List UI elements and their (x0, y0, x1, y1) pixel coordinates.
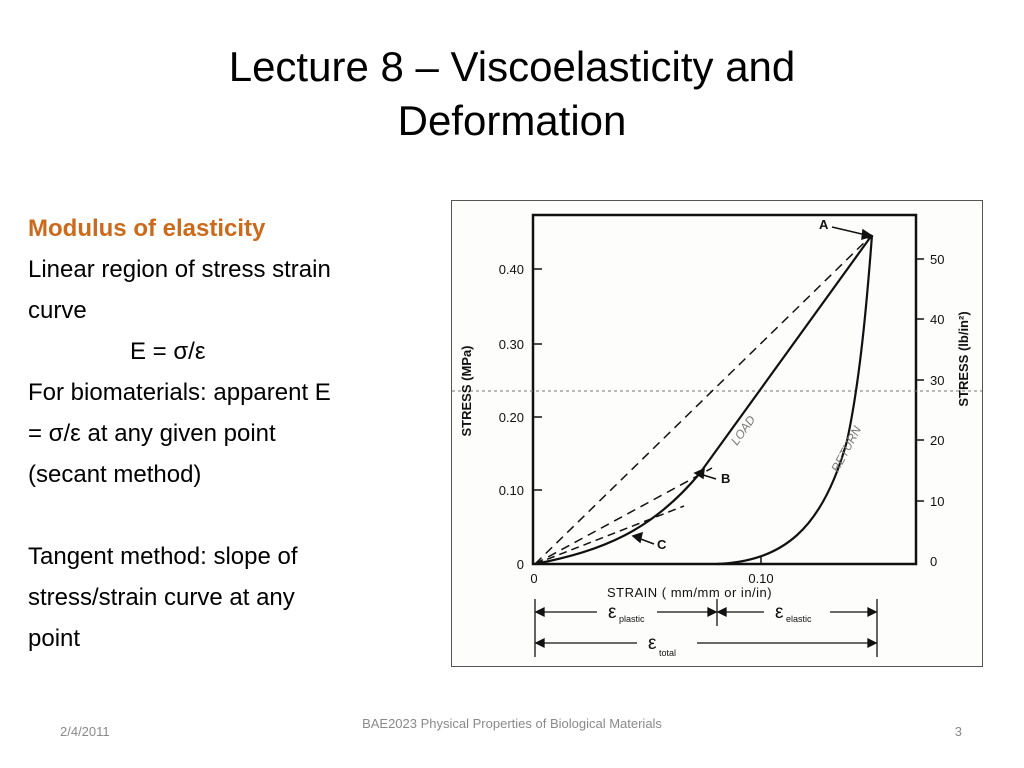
right-tick-label: 20 (930, 433, 944, 448)
strain-symbol: ε (648, 633, 657, 654)
point-label-b: B (721, 471, 730, 486)
section-heading: Modulus of elasticity (28, 215, 266, 242)
right-tick-label: 30 (930, 373, 944, 388)
right-tick-label: 50 (930, 252, 944, 267)
body-line: (secant method) (28, 461, 202, 488)
body-line: = σ/ε at any given point (28, 420, 276, 447)
tangent-line-c (534, 505, 685, 565)
x-axis-label: STRAIN ( mm/mm or in/in) (607, 585, 772, 600)
strain-subscript: elastic (786, 614, 812, 624)
stress-strain-figure: 0.40 0.30 0.20 0.10 0 50 40 30 20 10 0 0… (451, 200, 983, 667)
body-line: curve (28, 297, 87, 324)
right-tick-label: 10 (930, 494, 944, 509)
footer-page-number: 3 (954, 724, 962, 739)
secant-line-b (534, 467, 713, 565)
left-tick-label: 0.30 (499, 337, 524, 352)
plot-frame (531, 213, 918, 566)
point-label-a: A (819, 217, 829, 232)
x-tick-label: 0.10 (748, 571, 773, 586)
load-curve (534, 234, 873, 566)
right-axis-label: STRESS (lb/in²) (956, 311, 971, 406)
load-label: LOAD (728, 413, 758, 448)
right-tick-label: 40 (930, 312, 944, 327)
left-tick-label: 0.40 (499, 262, 524, 277)
formula: E = σ/ε (130, 338, 206, 365)
return-label: RETURN (828, 423, 864, 474)
left-axis-label: STRESS (MPa) (459, 345, 474, 436)
left-tick-label: 0 (517, 557, 524, 572)
body-line: stress/strain curve at any (28, 584, 295, 611)
x-tick-label: 0 (530, 571, 537, 586)
body-line: For biomaterials: apparent E (28, 379, 331, 406)
body-line: Tangent method: slope of (28, 543, 298, 570)
strain-symbol: ε (608, 602, 617, 623)
body-line: Linear region of stress strain (28, 256, 331, 283)
right-tick-label: 0 (930, 554, 937, 569)
left-tick-label: 0.10 (499, 483, 524, 498)
body-line: point (28, 625, 81, 652)
strain-symbol: ε (775, 602, 784, 623)
strain-subscript: total (659, 648, 676, 658)
point-label-c: C (657, 537, 667, 552)
strain-subscript: plastic (619, 614, 645, 624)
slide-title: Lecture 8 – Viscoelasticity and Deformat… (228, 43, 796, 144)
footer-course: BAE2023 Physical Properties of Biologica… (362, 716, 662, 731)
left-tick-label: 0.20 (499, 410, 524, 425)
secant-line-a (534, 234, 873, 565)
return-curve (716, 234, 874, 566)
stress-strain-diagram: 0.40 0.30 0.20 0.10 0 50 40 30 20 10 0 0… (452, 213, 982, 658)
slide-body: Modulus of elasticity Linear region of s… (28, 208, 433, 659)
footer-date: 2/4/2011 (60, 724, 110, 739)
